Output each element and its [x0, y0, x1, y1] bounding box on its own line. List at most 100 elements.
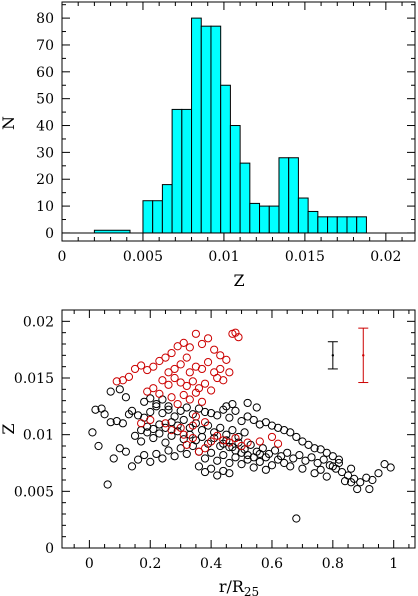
scatter-point-black: [386, 463, 395, 472]
scatter-point-black: [298, 464, 307, 473]
scatter-point-red: [267, 432, 277, 442]
scatter-point-black: [337, 467, 347, 477]
histogram-bar: [161, 184, 173, 234]
scatter-point-black: [334, 458, 344, 468]
scatter-point-black: [176, 444, 185, 453]
scatter-point-red: [161, 419, 170, 428]
scatter-x-tick-label: 0.8: [322, 556, 344, 572]
scatter-point-red: [170, 364, 179, 374]
scatter-point-black: [213, 456, 222, 465]
scatter-point-red: [216, 351, 225, 360]
histogram-x-tick-label: 0.005: [123, 249, 163, 265]
histogram-frame: [61, 1, 416, 242]
scatter-point-red: [222, 355, 231, 364]
histogram-bar: [181, 108, 193, 234]
scatter-x-tick-label: 0.2: [139, 556, 161, 572]
scatter-point-black: [225, 443, 234, 452]
histogram-panel: 0 0.005 0.01 0.015 0.02 0 10 20 30 40 50 60 70 80 Z N: [0, 1, 416, 290]
scatter-point-black: [255, 449, 264, 459]
scatter-point-black: [152, 402, 161, 411]
scatter-point-black: [225, 469, 234, 478]
scatter-point-red: [137, 361, 146, 370]
scatter-point-black: [316, 445, 325, 454]
histogram-bar: [307, 210, 319, 234]
scatter-point-black: [313, 458, 322, 468]
scatter-point-black: [353, 484, 362, 494]
scatter-point-black: [283, 448, 292, 457]
histogram-y-tick-label: 70: [36, 38, 54, 54]
scatter-point-black: [115, 385, 124, 394]
histogram-bar: [229, 125, 241, 234]
scatter-point-black: [146, 394, 155, 403]
scatter-point-black: [240, 428, 249, 437]
scatter-point-black: [219, 439, 228, 448]
histogram-x-tick-label: 0: [58, 249, 67, 265]
scatter-point-black: [228, 426, 237, 435]
scatter-point-red: [179, 338, 188, 347]
scatter-point-red: [137, 419, 146, 428]
scatter-point-black: [301, 456, 310, 465]
scatter-point-red: [182, 353, 191, 362]
scatter-point-red: [124, 372, 134, 381]
scatter-point-black: [310, 469, 319, 478]
scatter-point-black: [207, 448, 216, 457]
scatter-point-red: [207, 437, 216, 446]
histogram-bar: [249, 202, 261, 234]
histogram-y-tick-label: 20: [36, 172, 54, 188]
scatter-point-red: [188, 433, 197, 443]
scatter-point-red: [200, 444, 210, 453]
scatter-point-black: [280, 458, 289, 468]
histogram-bar: [336, 216, 348, 234]
scatter-point-black: [200, 454, 210, 463]
scatter-point-red: [203, 358, 213, 367]
histogram-bars: [62, 17, 415, 234]
scatter-point-black: [216, 423, 225, 432]
scatter-point-red: [167, 426, 176, 435]
scatter-point-black: [365, 484, 374, 494]
scatter-point-black: [207, 464, 216, 473]
scatter-point-red: [130, 364, 140, 374]
histogram-bar: [239, 162, 251, 234]
histogram-bar: [191, 17, 202, 234]
scatter-point-red: [149, 362, 158, 371]
scatter-point-black: [197, 432, 207, 442]
scatter-x-axis-label-main: r/R: [219, 577, 245, 596]
scatter-point-red: [164, 368, 173, 377]
scatter-point-red: [191, 412, 200, 421]
scatter-point-black: [295, 450, 304, 460]
scatter-point-black: [231, 406, 240, 415]
scatter-point-red: [146, 415, 155, 425]
scatter-point-black: [176, 406, 185, 415]
scatter-point-red: [170, 373, 179, 383]
histogram-bar: [171, 108, 183, 234]
histogram-bar: [268, 205, 280, 234]
histogram-bar: [210, 25, 222, 234]
scatter-point-black: [380, 460, 389, 469]
scatter-point-red: [143, 365, 152, 375]
scatter-point-black: [197, 426, 207, 435]
histogram-bar: [297, 197, 309, 234]
scatter-point-red: [188, 421, 197, 430]
scatter-point-black: [346, 478, 356, 487]
scatter-point-black: [133, 455, 143, 464]
scatter-point-red: [176, 423, 185, 432]
scatter-point-black: [152, 399, 161, 409]
histogram-y-tick-label: 0: [45, 226, 54, 242]
scatter-point-black: [340, 477, 350, 486]
scatter-x-tick-label: 0.4: [200, 556, 222, 572]
scatter-point-black: [109, 454, 118, 463]
scatter-point-black: [100, 410, 109, 419]
error-bar-center: [362, 354, 365, 357]
error-bars: [327, 327, 369, 384]
scatter-point-red: [179, 430, 188, 439]
scatter-point-black: [307, 453, 316, 462]
scatter-point-black: [88, 428, 97, 437]
scatter-point-black: [319, 455, 328, 464]
scatter-point-black: [249, 453, 258, 462]
scatter-point-black: [225, 458, 234, 468]
histogram-bar: [317, 216, 329, 234]
scatter-point-black: [103, 480, 112, 489]
scatter-point-black: [164, 402, 173, 411]
scatter-point-black: [182, 403, 191, 412]
scatter-point-red: [197, 397, 207, 406]
